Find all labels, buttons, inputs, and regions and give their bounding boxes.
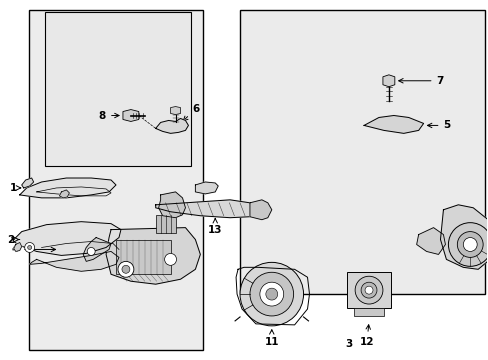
- Polygon shape: [155, 118, 188, 133]
- Circle shape: [87, 247, 95, 255]
- Circle shape: [360, 282, 376, 298]
- Circle shape: [265, 288, 277, 300]
- Circle shape: [240, 262, 303, 326]
- Text: 1: 1: [10, 183, 20, 193]
- Polygon shape: [14, 243, 21, 251]
- Bar: [116, 239, 170, 274]
- Bar: [346, 272, 390, 308]
- Text: 9: 9: [450, 230, 467, 247]
- Polygon shape: [30, 251, 119, 271]
- Polygon shape: [155, 200, 259, 218]
- Text: 11: 11: [264, 330, 279, 347]
- Bar: [44, 12, 191, 166]
- Text: 7: 7: [398, 76, 443, 86]
- Polygon shape: [122, 109, 139, 121]
- Bar: [155, 215, 175, 233]
- Text: 10: 10: [0, 359, 1, 360]
- Circle shape: [354, 276, 382, 304]
- Polygon shape: [382, 75, 394, 87]
- Circle shape: [249, 272, 293, 316]
- Circle shape: [259, 282, 283, 306]
- Polygon shape: [60, 190, 69, 198]
- Bar: [353, 308, 383, 316]
- Circle shape: [447, 223, 488, 266]
- Bar: [28, 10, 203, 350]
- Circle shape: [25, 243, 35, 252]
- Polygon shape: [20, 178, 116, 198]
- Polygon shape: [83, 238, 111, 261]
- Polygon shape: [158, 192, 185, 218]
- Circle shape: [365, 286, 372, 294]
- Polygon shape: [195, 182, 218, 194]
- Text: 4: 4: [12, 244, 56, 255]
- Circle shape: [118, 261, 134, 277]
- Polygon shape: [249, 200, 271, 220]
- Text: 5: 5: [427, 121, 450, 130]
- Text: 8: 8: [99, 111, 119, 121]
- Circle shape: [122, 265, 130, 273]
- Polygon shape: [440, 205, 488, 269]
- Text: 6: 6: [183, 104, 199, 121]
- Circle shape: [164, 253, 176, 265]
- Polygon shape: [416, 228, 445, 255]
- Text: 2: 2: [7, 234, 20, 244]
- Text: 12: 12: [359, 325, 373, 347]
- Polygon shape: [364, 116, 423, 133]
- Bar: [239, 10, 484, 294]
- Polygon shape: [170, 107, 180, 114]
- Circle shape: [462, 238, 476, 251]
- Text: 13: 13: [207, 219, 222, 235]
- Polygon shape: [106, 228, 200, 284]
- Polygon shape: [21, 178, 34, 188]
- Text: 3: 3: [345, 339, 352, 349]
- Circle shape: [28, 246, 32, 249]
- Circle shape: [456, 231, 482, 257]
- Polygon shape: [12, 222, 121, 255]
